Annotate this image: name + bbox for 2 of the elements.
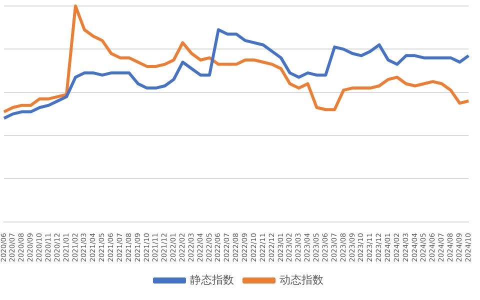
legend-label: 动态指数 bbox=[280, 273, 324, 286]
legend-label: 静态指数 bbox=[190, 273, 234, 286]
